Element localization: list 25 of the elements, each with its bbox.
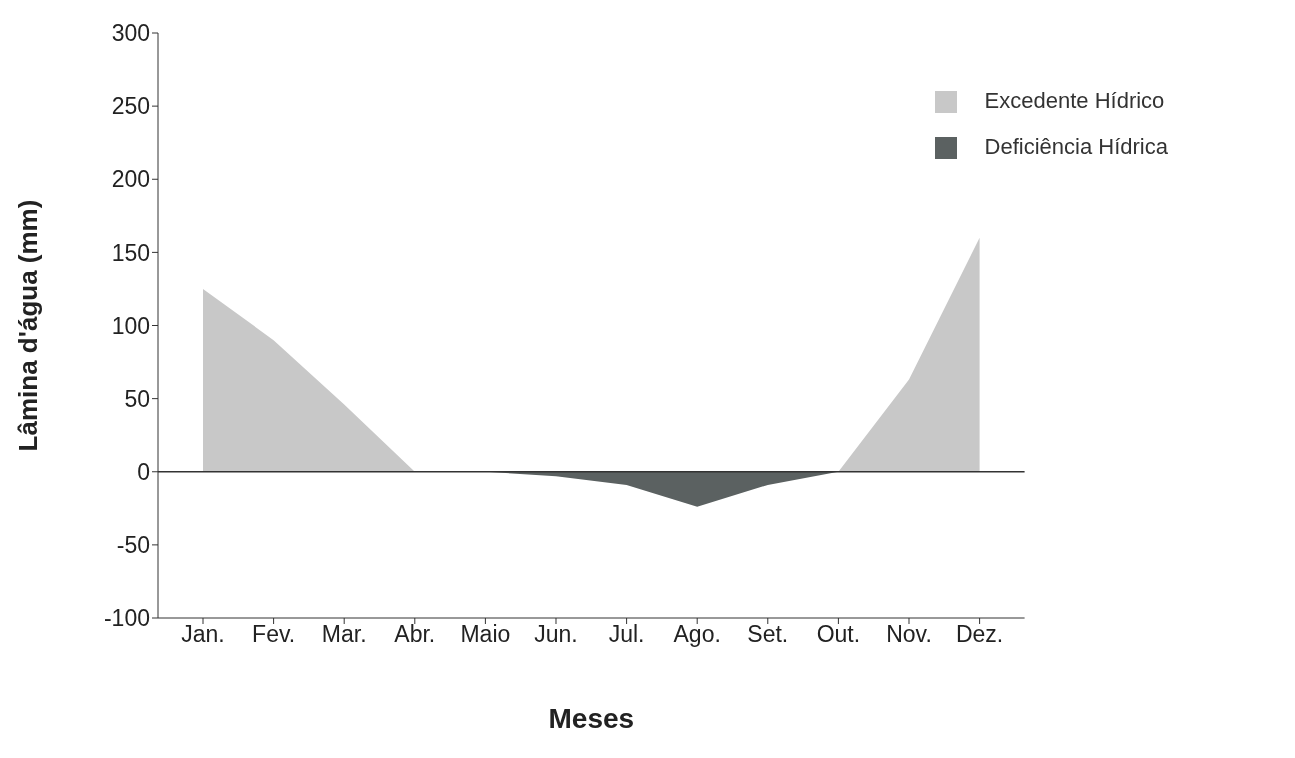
x-tick-label: Fev.	[252, 621, 296, 648]
x-tick-label: Jan.	[181, 621, 225, 648]
y-axis-title: Lâmina d'água (mm)	[13, 199, 44, 452]
x-axis-title: Meses	[548, 702, 635, 734]
y-tick-label: 0	[137, 458, 150, 485]
y-tick-label: 300	[111, 20, 150, 47]
x-tick-label: Maio	[460, 621, 511, 648]
x-tick-label: Dez.	[955, 621, 1004, 648]
y-tick-label: -50	[116, 532, 150, 559]
y-tick-label: 200	[111, 166, 150, 193]
x-tick-label: Out.	[816, 621, 861, 648]
x-tick-label: Jun.	[534, 621, 578, 648]
y-tick-label: 100	[111, 312, 150, 339]
x-tick-label: Ago.	[673, 621, 721, 648]
legend-label: Deficiência Hídrica	[984, 134, 1168, 159]
y-tick-label: 150	[111, 239, 150, 266]
x-tick-label: Jul.	[608, 621, 645, 648]
y-tick-label: 50	[124, 385, 150, 412]
x-tick-label: Set.	[747, 621, 789, 648]
x-tick-label: Mar.	[321, 621, 367, 648]
y-tick-label: 250	[111, 93, 150, 120]
x-tick-label: Nov.	[886, 621, 932, 648]
legend-label: Excedente Hídrico	[984, 88, 1165, 113]
x-tick-label: Abr.	[394, 621, 436, 648]
y-tick-label: -100	[103, 605, 150, 632]
